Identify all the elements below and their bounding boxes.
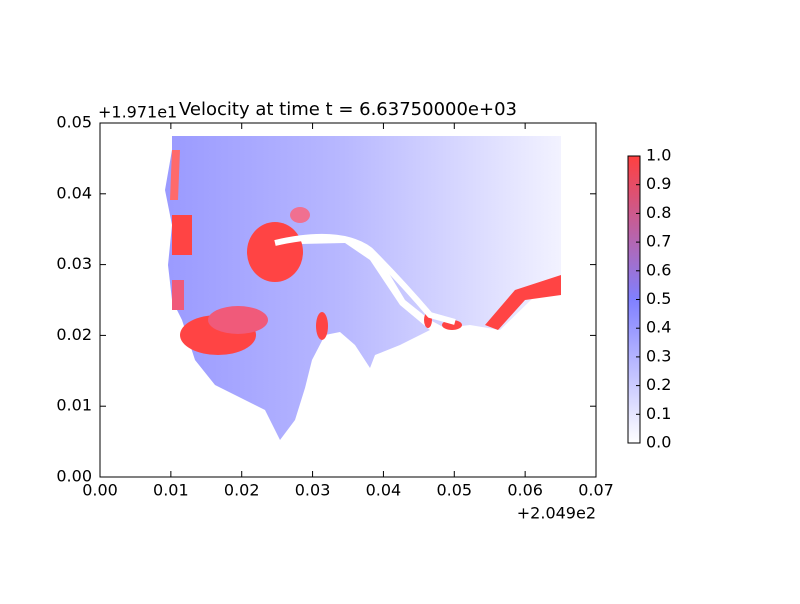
y-tick-label: 0.00 [56, 467, 92, 486]
colorbar-tick-label: 0.2 [646, 375, 671, 394]
colorbar-tick-label: 1.0 [646, 146, 671, 165]
x-tick-label: 0.01 [153, 481, 189, 500]
colorbar-tick-label: 0.3 [646, 346, 671, 365]
y-offset-label: +1.971e1 [98, 103, 177, 122]
colorbar-tick-label: 0.0 [646, 433, 671, 452]
colorbar-tick-label: 0.9 [646, 174, 671, 193]
x-tick-label: 0.07 [578, 481, 614, 500]
y-tick-label: 0.01 [56, 396, 92, 415]
colorbar-tick-label: 0.8 [646, 203, 671, 222]
colorbar-tick-label: 0.6 [646, 260, 671, 279]
y-tick-label: 0.02 [56, 325, 92, 344]
x-tick-label: 0.05 [436, 481, 472, 500]
velocity-field [165, 136, 561, 440]
colorbar-tick-label: 0.1 [646, 404, 671, 423]
x-tick-label: 0.04 [366, 481, 402, 500]
colorbar-tick-label: 0.5 [646, 289, 671, 308]
y-tick-label: 0.05 [56, 113, 92, 132]
x-tick-label: 0.06 [507, 481, 543, 500]
y-tick-label: 0.04 [56, 183, 92, 202]
y-tick-label: 0.03 [56, 254, 92, 273]
plot-frame [99, 122, 597, 478]
chart-title: Velocity at time t = 6.63750000e+03 [179, 99, 517, 120]
x-tick-label: 0.02 [224, 481, 260, 500]
x-offset-label: +2.049e2 [517, 504, 596, 523]
x-tick-label: 0.00 [82, 481, 118, 500]
x-tick-label: 0.03 [295, 481, 331, 500]
colorbar-tick-label: 0.4 [646, 318, 671, 337]
colorbar-tick-label: 0.7 [646, 232, 671, 251]
